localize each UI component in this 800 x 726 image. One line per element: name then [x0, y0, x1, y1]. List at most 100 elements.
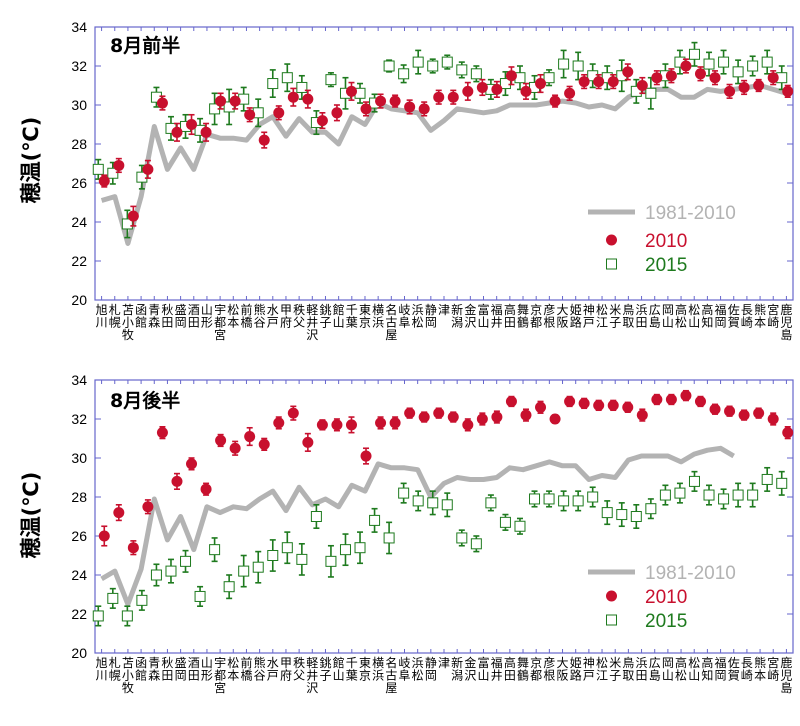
legend-2010-label: 2010: [645, 587, 687, 608]
point-2010: [520, 409, 532, 421]
point-2015: [136, 594, 148, 606]
point-2010: [462, 419, 474, 431]
point-2015: [165, 565, 177, 577]
point-2015: [223, 581, 235, 593]
station-label: 鹿児島: [780, 655, 792, 695]
point-2010: [360, 103, 372, 115]
station-label: 松江: [596, 303, 608, 330]
point-2015: [630, 85, 642, 97]
point-2010: [738, 409, 750, 421]
y-tick-label: 32: [71, 58, 87, 74]
station-label: 水戸: [267, 303, 279, 330]
point-2010: [622, 401, 634, 413]
panel-second-half: 20 22 24 26 28 30 32 34 穂温(℃) 8月後半旭川札幌苫小牧函館青森秋田盛岡…: [19, 372, 794, 695]
point-2015: [369, 514, 381, 526]
point-2010: [724, 405, 736, 417]
legend-2010-swatch: [606, 234, 617, 246]
station-label: 東京: [359, 303, 371, 330]
point-2015: [441, 56, 453, 68]
y-tick-label: 28: [71, 489, 87, 505]
point-2015: [398, 68, 410, 80]
point-2010: [564, 395, 576, 407]
point-2010: [593, 399, 605, 411]
station-label: 浜田: [636, 656, 648, 683]
station-label: 宮崎: [767, 302, 779, 330]
station-label: 東京: [359, 656, 371, 683]
station-label: 熊谷: [254, 302, 266, 330]
point-2010: [345, 85, 357, 97]
legend-2010-swatch: [606, 590, 617, 602]
y-tick-label: 24: [71, 567, 87, 583]
station-label: 広島: [649, 303, 661, 330]
point-2010: [200, 126, 212, 138]
point-2015: [180, 555, 192, 567]
point-2015: [252, 561, 264, 573]
y-axis-label: 穂温(℃): [19, 472, 43, 559]
station-label: 佐賀: [728, 656, 740, 683]
point-2015: [281, 542, 293, 554]
point-2015: [470, 538, 482, 550]
point-2010: [156, 97, 168, 109]
station-label: 秋田: [161, 656, 173, 683]
series-1981-2010-line: [100, 445, 735, 607]
point-2015: [150, 569, 162, 581]
point-2015: [325, 555, 337, 567]
station-label: 盛岡: [175, 655, 187, 683]
station-label: 彦根: [543, 302, 555, 330]
station-label: 金沢: [464, 655, 476, 683]
point-2010: [491, 411, 503, 423]
point-2015: [659, 489, 671, 501]
station-label: 宮崎: [767, 655, 779, 683]
point-2010: [273, 417, 285, 429]
point-2010: [476, 81, 488, 93]
station-label: 軽井沢: [306, 656, 318, 695]
point-2010: [593, 76, 605, 88]
station-label: 旭川: [96, 656, 108, 683]
point-2010: [505, 395, 517, 407]
point-2015: [383, 60, 395, 72]
station-label: 酒田: [188, 656, 200, 683]
legend-2015-label: 2015: [645, 255, 687, 276]
point-2015: [427, 60, 439, 72]
point-2010: [476, 413, 488, 425]
point-2015: [267, 78, 279, 90]
point-2010: [622, 66, 634, 78]
point-2015: [209, 544, 221, 556]
station-label: 宇都宮: [214, 656, 226, 695]
point-2010: [244, 431, 256, 443]
point-2010: [186, 119, 198, 130]
station-label: 苫小牧: [122, 303, 134, 342]
point-2015: [761, 473, 773, 485]
station-label: 岐阜: [398, 303, 410, 330]
point-2015: [499, 78, 511, 90]
point-2010: [215, 434, 227, 446]
point-2010: [229, 442, 241, 454]
point-2015: [732, 66, 744, 78]
y-tick-label: 30: [71, 450, 87, 466]
point-2015: [529, 493, 541, 505]
point-2010: [636, 409, 648, 421]
point-2010: [651, 72, 663, 84]
station-label: 札幌: [109, 303, 121, 330]
point-2015: [325, 74, 337, 86]
point-2015: [572, 60, 584, 72]
y-tick-label: 26: [71, 528, 87, 544]
point-2010: [404, 407, 416, 419]
station-label: 新潟: [451, 302, 463, 330]
point-2015: [296, 81, 308, 93]
station-label: 苫小牧: [122, 656, 134, 695]
point-2015: [703, 489, 715, 501]
point-2010: [113, 159, 125, 171]
point-2010: [389, 417, 401, 429]
point-2010: [767, 413, 779, 425]
y-tick-label: 26: [71, 175, 87, 191]
station-label: 横浜: [372, 303, 384, 330]
point-2010: [215, 95, 227, 107]
point-2010: [244, 109, 256, 121]
y-tick-label: 30: [71, 97, 87, 113]
point-2010: [113, 507, 125, 519]
legend-2010-label: 2010: [645, 231, 687, 252]
station-label: 軽井沢: [306, 303, 318, 342]
station-label: 福岡: [715, 302, 727, 330]
series-1981-2010-line: [100, 83, 788, 246]
